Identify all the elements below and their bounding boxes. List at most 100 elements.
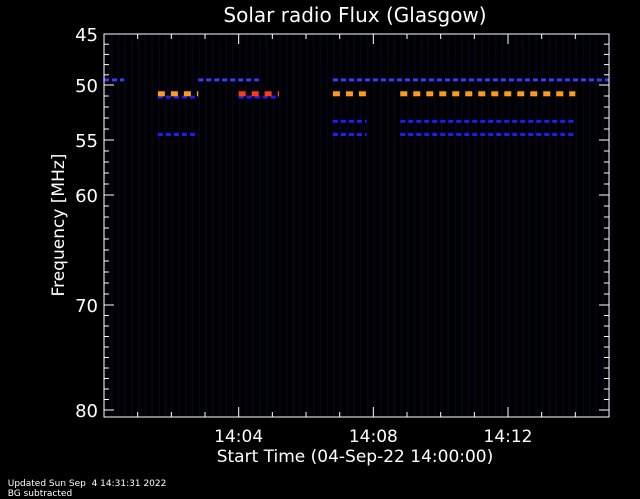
- strong-band-segment: [333, 91, 340, 96]
- weak-band-segment: [536, 133, 541, 136]
- spectrogram-column: [326, 34, 328, 417]
- weak-band-segment: [504, 120, 509, 123]
- weak-band-segment: [166, 96, 171, 99]
- weak-band-segment: [456, 133, 461, 136]
- weak-band-segment: [120, 78, 124, 81]
- x-axis-label: Start Time (04-Sep-22 14:00:00): [217, 447, 494, 467]
- strong-band-segment: [400, 91, 407, 96]
- weak-band-segment: [568, 133, 573, 136]
- y-tick-label: 60: [75, 186, 98, 207]
- weak-band-segment: [158, 133, 163, 136]
- weak-band-segment: [349, 120, 354, 123]
- spectrogram-column: [313, 34, 315, 417]
- spectrogram-column: [131, 34, 133, 417]
- spectrogram-column: [205, 34, 207, 417]
- weak-band-segment: [528, 120, 533, 123]
- spectrogram-column: [124, 34, 126, 417]
- weak-band-segment: [341, 133, 346, 136]
- spectrogram-column: [394, 34, 396, 417]
- spectrogram-column: [212, 34, 214, 417]
- weak-band-segment: [560, 120, 565, 123]
- weak-band-segment: [254, 78, 259, 81]
- weak-band-segment: [525, 78, 530, 81]
- weak-band-segment: [440, 133, 445, 136]
- weak-band-segment: [597, 78, 602, 81]
- weak-band-segment: [464, 133, 469, 136]
- strong-band-segment: [278, 91, 279, 96]
- weak-band-segment: [496, 133, 501, 136]
- weak-band-segment: [182, 133, 187, 136]
- strong-band-segment: [359, 91, 366, 96]
- weak-band-segment: [416, 133, 421, 136]
- strong-band-segment: [530, 91, 537, 96]
- weak-band-segment: [424, 133, 429, 136]
- weak-band-segment: [166, 133, 171, 136]
- spectrogram-column: [602, 34, 604, 417]
- weak-band-segment: [448, 133, 453, 136]
- weak-band-segment: [568, 120, 573, 123]
- weak-band-segment: [512, 120, 517, 123]
- weak-band-segment: [504, 133, 509, 136]
- spectrogram-column: [293, 34, 295, 417]
- weak-band-segment: [472, 120, 477, 123]
- weak-band-segment: [349, 78, 354, 81]
- weak-band-segment: [469, 78, 474, 81]
- y-tick-label: 55: [75, 131, 98, 152]
- strong-band-segment: [171, 91, 178, 96]
- weak-band-segment: [429, 78, 434, 81]
- weak-band-segment: [246, 78, 251, 81]
- weak-band-segment: [560, 133, 565, 136]
- weak-band-segment: [238, 78, 243, 81]
- weak-band-segment: [222, 78, 227, 81]
- spectrogram-column: [178, 34, 180, 417]
- spectrogram-column: [367, 34, 369, 417]
- spectrogram-column: [144, 34, 146, 417]
- weak-band-segment: [230, 78, 235, 81]
- weak-band-segment: [573, 78, 578, 81]
- weak-band-segment: [480, 133, 485, 136]
- strong-band-segment: [346, 91, 353, 96]
- spectrogram-column: [225, 34, 227, 417]
- weak-band-segment: [493, 78, 498, 81]
- spectrogram-column: [117, 34, 119, 417]
- spectrogram-column: [582, 34, 584, 417]
- weak-band-segment: [206, 78, 211, 81]
- x-tick-label: 14:12: [484, 427, 533, 447]
- spectrogram-column: [299, 34, 301, 417]
- weak-band-segment: [432, 120, 437, 123]
- weak-band-segment: [405, 78, 410, 81]
- weak-band-segment: [445, 78, 450, 81]
- spectrogram-column: [501, 34, 503, 417]
- weak-band-segment: [190, 133, 195, 136]
- spectrogram-column: [380, 34, 382, 417]
- weak-band-segment: [581, 78, 586, 81]
- spectrogram-column: [420, 34, 422, 417]
- weak-band-segment: [104, 78, 109, 81]
- weak-band-segment: [552, 133, 557, 136]
- strong-band-segment: [452, 91, 459, 96]
- strong-band-segment: [252, 91, 259, 96]
- weak-band-segment: [488, 133, 493, 136]
- x-tick-label: 14:08: [349, 427, 398, 447]
- strong-band-segment: [569, 91, 575, 96]
- spectrogram-column: [279, 34, 281, 417]
- strong-band-segment: [504, 91, 511, 96]
- spectrogram-column: [528, 34, 530, 417]
- strong-band-segment: [465, 91, 472, 96]
- weak-band-segment: [341, 78, 346, 81]
- weak-band-segment: [520, 133, 525, 136]
- spectrogram-column: [198, 34, 200, 417]
- weak-band-segment: [552, 120, 557, 123]
- y-tick-label: 70: [75, 296, 98, 317]
- weak-band-segment: [480, 120, 485, 123]
- spectrogram-column: [232, 34, 234, 417]
- spectrogram-column: [387, 34, 389, 417]
- y-tick-label: 45: [75, 25, 98, 46]
- footer: Updated Sun Sep 4 14:31:31 2022 BG subtr…: [2, 469, 180, 499]
- weak-band-segment: [432, 133, 437, 136]
- weak-band-segment: [400, 120, 405, 123]
- x-tick-label: 14:04: [214, 427, 263, 447]
- spectrogram-column: [447, 34, 449, 417]
- weak-band-segment: [517, 78, 522, 81]
- weak-band-segment: [397, 78, 402, 81]
